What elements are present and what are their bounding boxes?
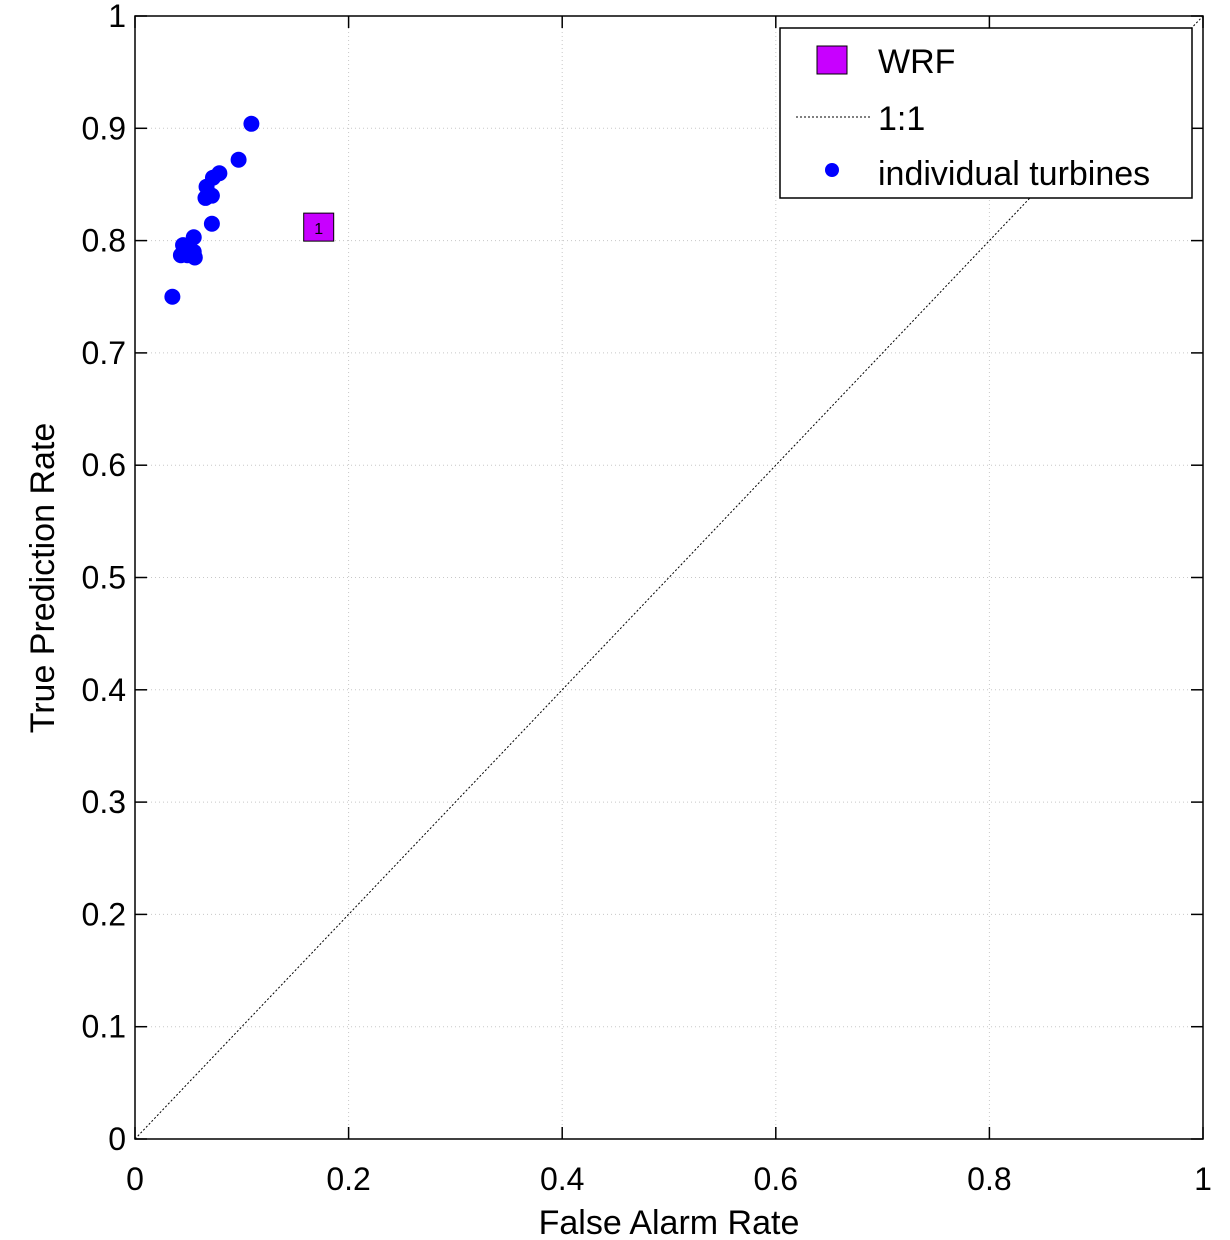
x-axis-title: False Alarm Rate <box>539 1204 800 1240</box>
turbine-point <box>243 115 260 132</box>
y-tick-label: 0.6 <box>82 447 126 483</box>
plot-frame <box>134 15 1204 1140</box>
wrf-marker <box>303 212 335 242</box>
x-tick-label: 0.2 <box>326 1161 370 1197</box>
turbine-point <box>230 151 247 168</box>
turbine-point <box>197 189 214 206</box>
x-tick-label: 0.4 <box>540 1161 584 1197</box>
legend-turbines-swatch <box>825 163 839 177</box>
legend-box <box>779 27 1193 199</box>
y-tick-label: 0.4 <box>82 672 126 708</box>
y-tick-label: 0.8 <box>82 223 126 259</box>
plot-background <box>135 16 1203 1139</box>
y-tick-label: 0.2 <box>82 896 126 932</box>
turbine-points <box>164 115 260 305</box>
turbine-point <box>164 288 181 305</box>
turbine-point <box>186 249 203 266</box>
y-tick-label: 0.3 <box>82 784 126 820</box>
y-tick-label: 0.9 <box>82 110 126 146</box>
y-tick-label: 0 <box>108 1121 126 1157</box>
y-tick-label: 0.1 <box>82 1009 126 1045</box>
legend-turbines-label: individual turbines <box>878 155 1150 193</box>
x-tick-label: 1 <box>1194 1161 1212 1197</box>
y-tick-label: 0.7 <box>82 335 126 371</box>
wrf-marker-label: 1 <box>314 221 323 238</box>
y-tick-labels: 0 0.1 0.2 0.3 0.4 0.5 0.6 0.7 0.8 0.9 1 <box>82 0 126 1157</box>
y-tick-label: 0.5 <box>82 560 126 596</box>
legend: WRF 1:1 individual turbines <box>779 27 1193 199</box>
wrf-marker-group: 1 <box>303 212 335 242</box>
legend-wrf-swatch <box>816 45 848 75</box>
legend-one-to-one-label: 1:1 <box>878 100 925 138</box>
y-tick-label: 1 <box>108 0 126 34</box>
x-tick-label: 0.6 <box>754 1161 798 1197</box>
y-axis-title: True Prediction Rate <box>24 423 62 734</box>
x-tick-label: 0.8 <box>967 1161 1011 1197</box>
turbine-point <box>203 215 220 232</box>
x-tick-labels: 0 0.2 0.4 0.6 0.8 1 <box>126 1161 1212 1197</box>
legend-wrf-label: WRF <box>878 43 955 81</box>
x-tick-label: 0 <box>126 1161 144 1197</box>
